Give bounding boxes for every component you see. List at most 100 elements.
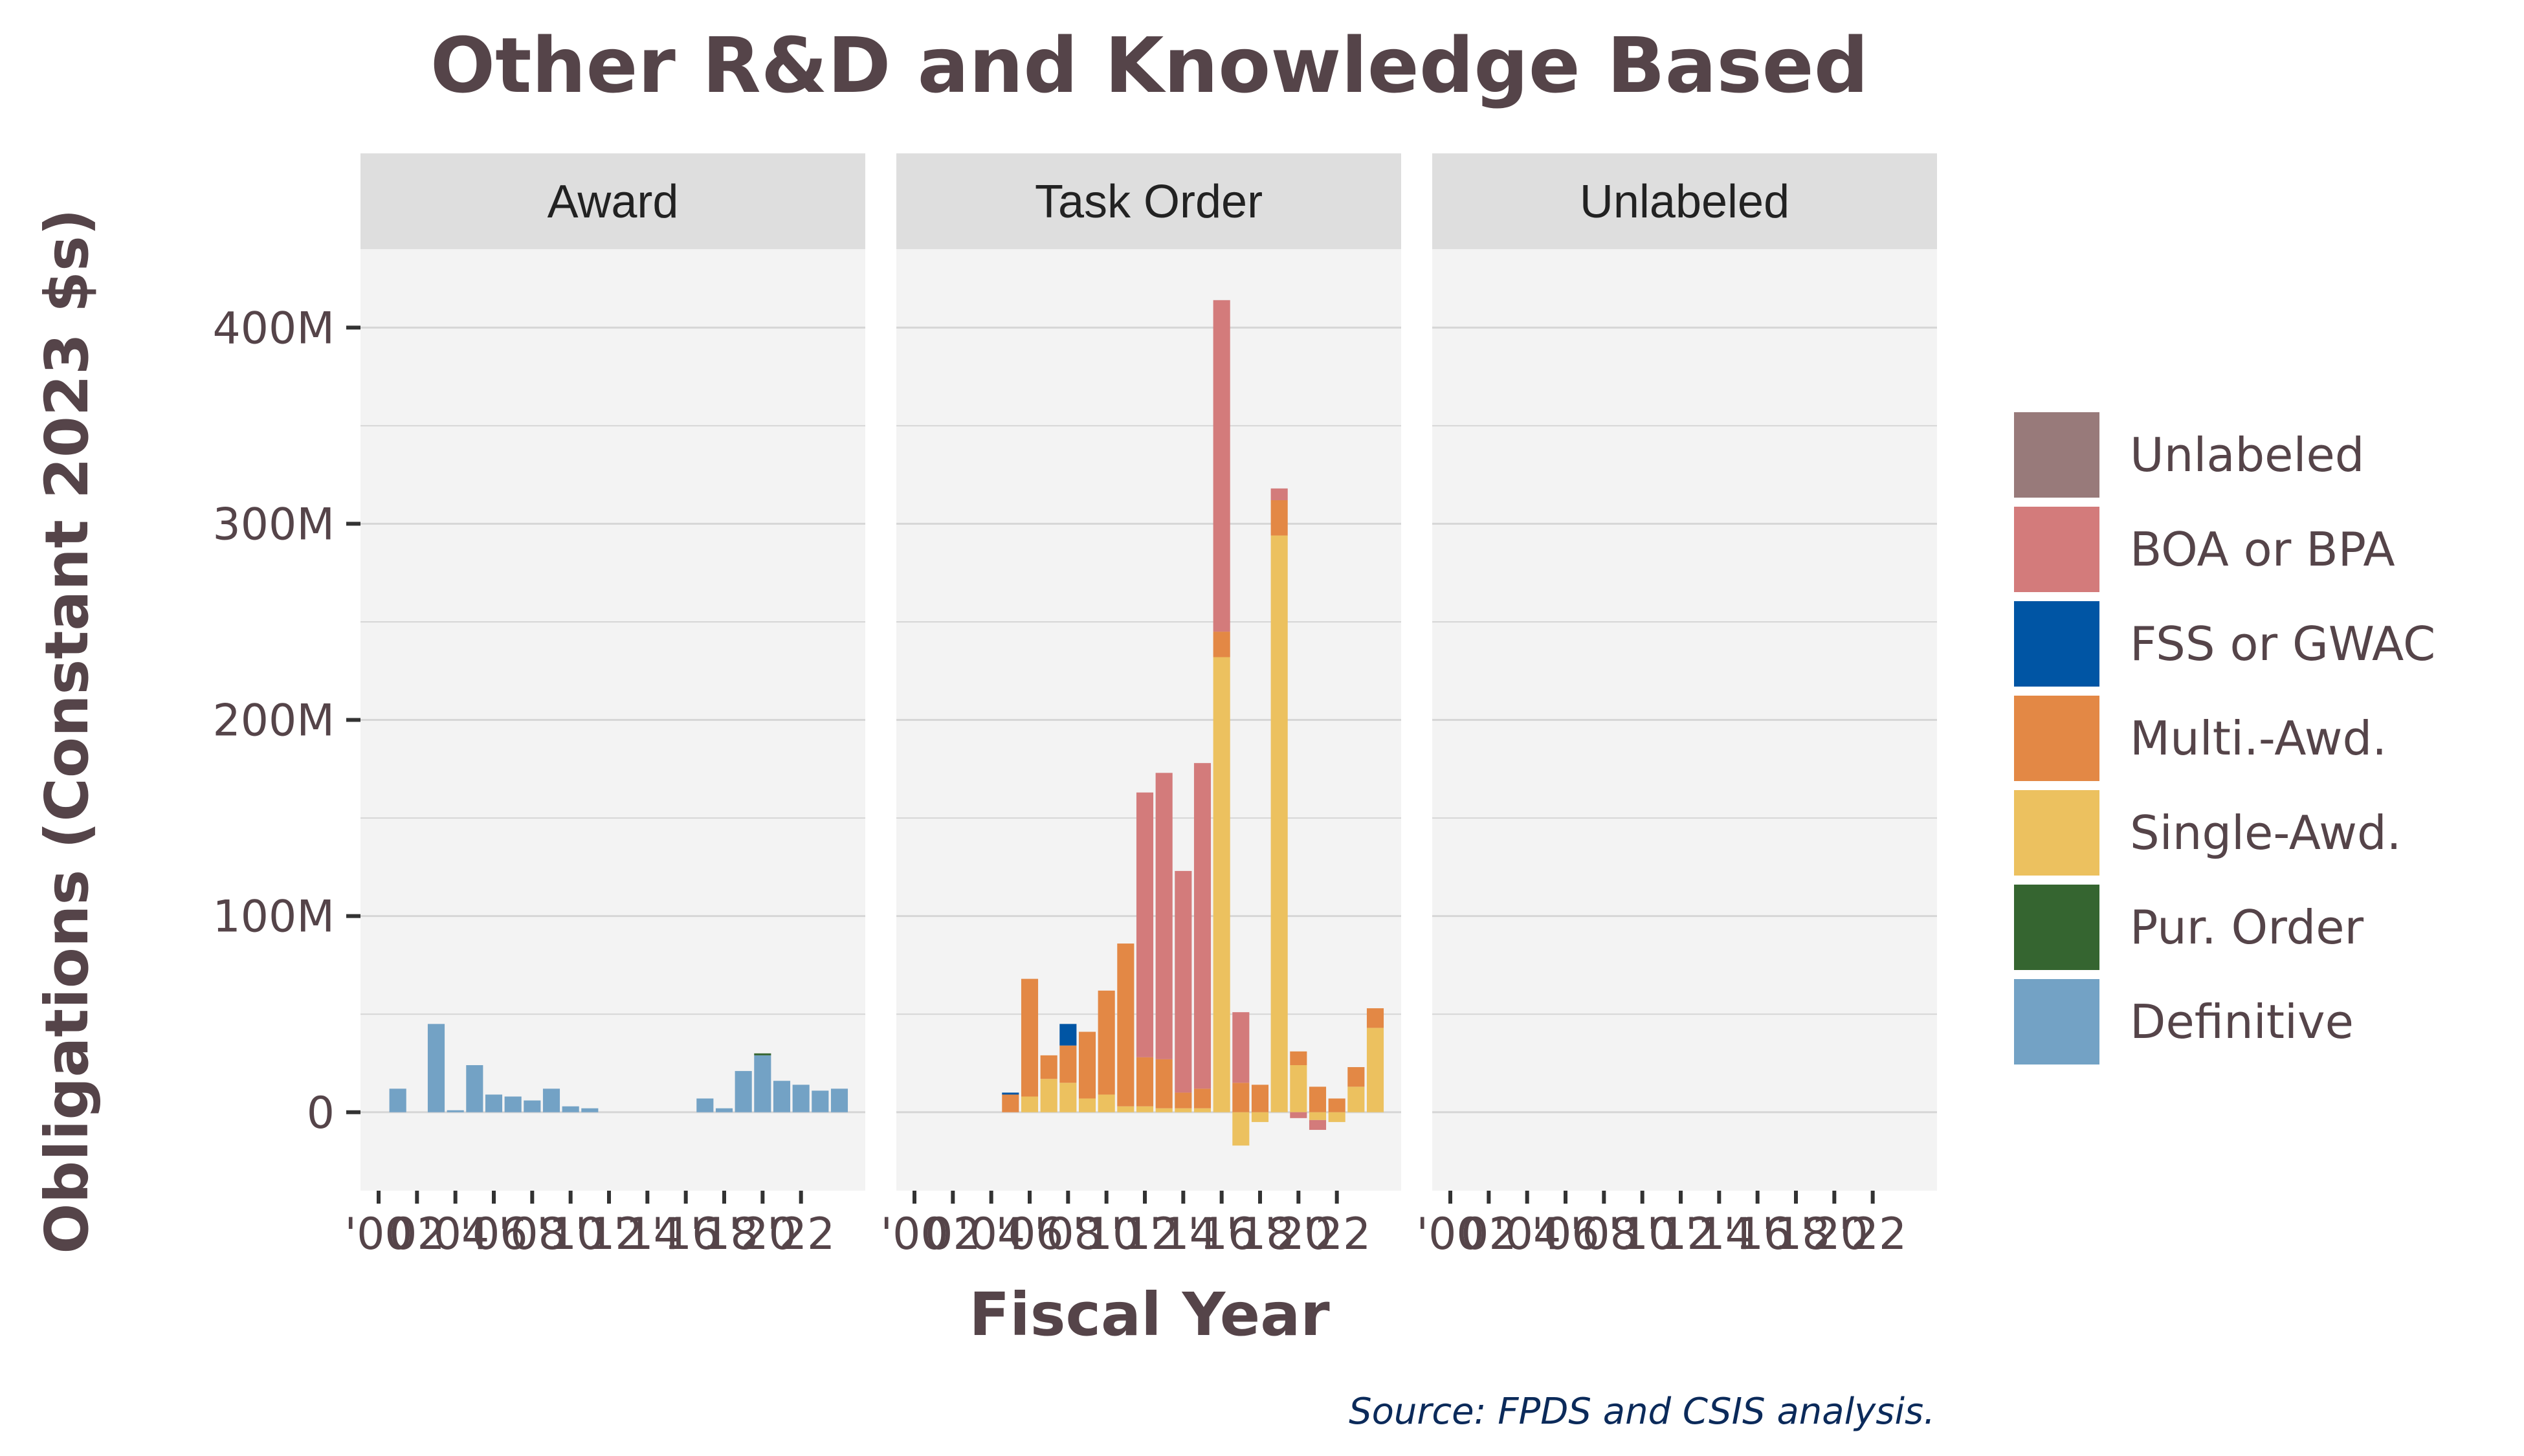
y-tick-label: 300M	[213, 499, 335, 550]
bar-segment	[389, 1088, 406, 1112]
legend-key	[2011, 410, 2102, 500]
bar-segment	[504, 1096, 522, 1112]
x-axis-title: Fiscal Year	[969, 1280, 1330, 1349]
legend-key	[2011, 788, 2102, 878]
x-tick-label: '18	[1762, 1209, 1830, 1260]
bar-segment	[1328, 1098, 1345, 1112]
y-axis-title: Obligations (Constant 2023 $s)	[32, 208, 102, 1254]
bar-segment	[1290, 1112, 1307, 1118]
bar-segment	[1290, 1051, 1307, 1065]
bar-segment	[812, 1090, 829, 1112]
x-tick-label: '08	[498, 1209, 566, 1260]
bar-segment	[1193, 1088, 1212, 1109]
bar-segment	[447, 1110, 464, 1112]
bar-segment	[542, 1088, 560, 1112]
bar-segment	[1232, 1083, 1250, 1112]
x-tick-label: '20	[1265, 1209, 1333, 1260]
legend-item: Pur. Order	[2011, 882, 2364, 973]
bar-segment	[1175, 870, 1192, 1093]
x-tick-label: '20	[1800, 1209, 1868, 1260]
source-caption: Source: FPDS and CSIS analysis.	[1349, 1391, 1935, 1433]
panel-strip	[360, 153, 865, 249]
bar-segment	[1155, 1108, 1173, 1112]
x-tick-label: '12	[575, 1209, 643, 1260]
bar-segment	[1059, 1045, 1077, 1083]
bar-segment	[1193, 763, 1212, 1089]
bar-segment	[1309, 1086, 1327, 1112]
legend-item: BOA or BPA	[2011, 504, 2395, 595]
x-tick-label: '06	[1531, 1209, 1599, 1260]
bar-segment	[1193, 1108, 1212, 1112]
x-tick-label: '12	[1646, 1209, 1714, 1260]
y-tick-label: 200M	[213, 696, 335, 747]
legend: Unlabeled BOA or BPA FSS or GWAC Multi.-Awd…	[2011, 410, 2435, 1067]
bar-segment	[1078, 1098, 1096, 1112]
legend-label: FSS or GWAC	[2130, 617, 2435, 671]
legend-key	[2011, 504, 2102, 595]
bar-segment	[1232, 1112, 1250, 1146]
x-tick-label: '08	[1034, 1209, 1102, 1260]
bar-segment	[1078, 1031, 1096, 1099]
legend-label: Pur. Order	[2130, 900, 2364, 954]
bar-segment	[696, 1098, 714, 1112]
bar-segment	[773, 1081, 791, 1112]
panel-strip-label: Task Order	[1035, 176, 1263, 228]
x-tick-label: '00	[1416, 1209, 1484, 1260]
legend-label: Unlabeled	[2130, 428, 2364, 482]
x-tick-label: '18	[1226, 1209, 1294, 1260]
x-tick-label: '16	[1723, 1209, 1791, 1260]
bar-segment	[562, 1106, 579, 1112]
x-tick-label: '14	[1149, 1209, 1217, 1260]
bar-segment	[1002, 1092, 1019, 1095]
bar-segment	[1347, 1067, 1365, 1087]
bar-segment	[1098, 1094, 1115, 1112]
bar-segment	[1175, 1092, 1192, 1109]
bar-segment	[1366, 1008, 1384, 1028]
bar-segment	[1059, 1083, 1077, 1112]
panel-strip-label: Award	[548, 176, 679, 228]
panel-strip-label: Unlabeled	[1580, 176, 1789, 228]
bar-segment	[1347, 1086, 1365, 1112]
bar-segment	[1309, 1120, 1327, 1131]
x-tick-label: '04	[1493, 1209, 1561, 1260]
x-tick-label: '14	[1685, 1209, 1753, 1260]
bar-segment	[830, 1088, 848, 1112]
x-tick-label: '08	[1570, 1209, 1638, 1260]
legend-key	[2011, 976, 2102, 1067]
bar-segment	[1270, 535, 1288, 1112]
x-tick-label: '20	[729, 1209, 797, 1260]
bar-segment	[1309, 1112, 1327, 1120]
bar-segment	[1040, 1079, 1057, 1112]
bar-segment	[581, 1108, 599, 1112]
bar-segment	[792, 1085, 810, 1112]
bar-segment	[1366, 1028, 1384, 1112]
legend-label: Definitive	[2130, 995, 2354, 1049]
bar-segment	[427, 1024, 445, 1112]
legend-item: Definitive	[2011, 976, 2354, 1067]
bar-segment	[1021, 978, 1039, 1097]
facet-panels: Award'0002'04'06'08'10'12'14'16'18'20'22…	[344, 153, 1937, 1260]
bar-segment	[1251, 1085, 1269, 1112]
legend-label: Multi.-Awd.	[2130, 711, 2387, 766]
x-tick-label: '16	[1188, 1209, 1256, 1260]
x-tick-label: '00	[344, 1209, 412, 1260]
x-tick-label: '06	[459, 1209, 527, 1260]
bar-segment	[1232, 1012, 1250, 1083]
bar-segment	[1021, 1096, 1039, 1112]
x-tick-label: '04	[957, 1209, 1025, 1260]
panel-strip	[896, 153, 1401, 249]
x-tick-label: '10	[1072, 1209, 1140, 1260]
bar-segment	[1136, 792, 1154, 1057]
y-tick-label: 100M	[213, 892, 335, 943]
bar-segment	[1155, 1059, 1173, 1109]
x-tick-label: '22	[767, 1209, 835, 1260]
bar-segment	[485, 1094, 503, 1112]
chart-title: Other R&D and Knowledge Based	[430, 21, 1868, 110]
x-tick-label: '06	[995, 1209, 1063, 1260]
bar-segment	[1328, 1112, 1345, 1122]
y-axis: 0 100M 200M 300M 400M	[213, 303, 360, 1139]
bar-segment	[1213, 632, 1230, 657]
x-tick-label: '04	[421, 1209, 489, 1260]
